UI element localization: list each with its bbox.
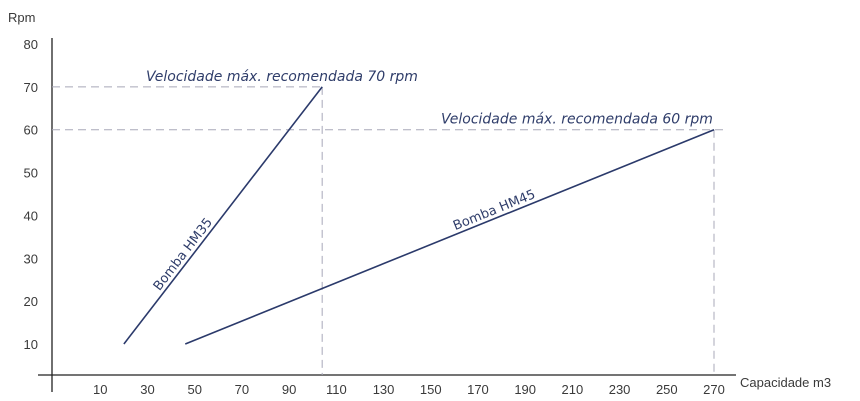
y-axis-title: Rpm	[8, 10, 35, 25]
x-tick-label: 90	[282, 382, 296, 397]
series-line-hm45	[184, 128, 715, 345]
x-tick-label: 30	[140, 382, 154, 397]
series-lines	[123, 86, 715, 345]
reference-lines	[52, 86, 728, 375]
x-tick-label: 210	[562, 382, 584, 397]
x-tick-label: 10	[93, 382, 107, 397]
y-tick-label: 60	[24, 123, 38, 138]
x-tick-label: 230	[609, 382, 631, 397]
series-line-hm35	[123, 86, 323, 345]
series-label-hm35: Bomba HM35	[151, 215, 216, 293]
x-tick-label: 110	[326, 382, 347, 397]
x-tick-label: 190	[514, 382, 536, 397]
axes	[38, 38, 736, 392]
x-tick-label: 250	[656, 382, 678, 397]
y-tick-label: 20	[24, 294, 38, 309]
x-tick-label: 270	[703, 382, 725, 397]
y-tick-label: 50	[24, 166, 38, 181]
series-label-hm45: Bomba HM45	[451, 187, 538, 234]
x-tick-label: 150	[420, 382, 442, 397]
x-tick-label: 130	[373, 382, 395, 397]
annotation-60rpm: Velocidade máx. recomendada 60 rpm	[441, 112, 713, 128]
x-tick-label: 70	[235, 382, 249, 397]
y-tick-label: 10	[24, 337, 38, 352]
y-tick-label: 70	[24, 80, 38, 95]
y-tick-label: 80	[24, 37, 38, 52]
y-tick-label: 40	[24, 208, 38, 223]
y-tick-label: 30	[24, 251, 38, 266]
x-tick-label: 50	[187, 382, 201, 397]
x-axis-title: Capacidade m3	[740, 375, 831, 390]
x-tick-label: 170	[467, 382, 489, 397]
annotation-70rpm: Velocidade máx. recomendada 70 rpm	[146, 69, 418, 85]
tick-labels: 10 30 50 70 90 110 130 150 170 190 210 230 250 270 10 2…	[24, 37, 725, 397]
